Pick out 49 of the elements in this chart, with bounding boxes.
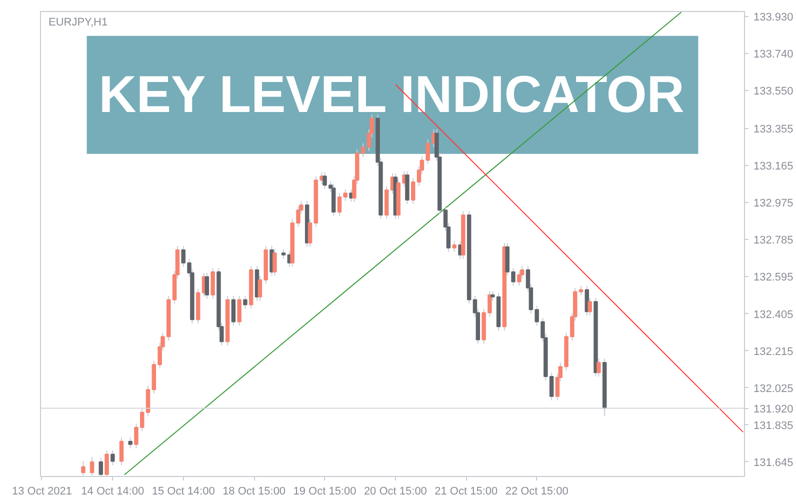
candlestick [517,270,522,286]
candlestick [90,456,94,476]
y-tick-label: 132.595 [754,272,794,284]
x-tick-label: 22 Oct 15:00 [505,486,568,498]
candlestick [231,295,236,326]
y-tick-label: 133.355 [754,124,794,136]
candlestick [596,358,601,378]
x-tick-label: 20 Oct 15:00 [364,486,427,498]
y-tick-label: 132.975 [754,198,794,210]
candlestick [452,240,456,252]
y-tick-label: 132.025 [754,382,794,395]
candlestick [243,295,248,310]
x-tick-label: 18 Oct 15:00 [222,486,286,498]
x-tick-label: 19 Oct 15:00 [293,486,356,498]
x-tick-label: 21 Oct 15:00 [434,486,498,498]
candlestick [331,184,336,216]
candlestick [511,267,516,286]
candlestick [181,245,186,268]
candlestick [110,450,115,466]
y-tick-label: 132.785 [754,234,794,247]
y-tick-label: 133.930 [754,12,794,24]
candlestick [98,457,104,476]
candlestick [588,297,592,316]
y-tick-label: 131.835 [754,420,794,432]
y-tick-label: 133.550 [754,86,794,98]
y-tick-label: 133.165 [754,160,794,173]
candlestick [272,248,277,276]
candlestick [411,178,416,204]
candlestick [81,460,86,476]
candlestick [128,437,132,449]
candlestick [104,450,109,476]
x-tick-label: 13 Oct 2021 [12,486,72,498]
x-tick-label: 15 Oct 14:00 [152,486,215,498]
candlestick [337,192,342,216]
ref-line-label: 131.920 [754,403,794,416]
candlestick [343,188,348,202]
annotation: EURJPY,H1 [48,16,108,28]
x-tick-label: 14 Oct 14:00 [81,486,144,498]
y-tick-label: 132.405 [754,308,794,321]
y-tick-label: 132.215 [754,346,794,358]
candlestick [308,218,312,248]
candlestick [210,267,215,300]
candlestick [281,248,286,260]
candlestick [237,295,242,326]
candlestick [134,422,138,449]
candlestick [204,272,210,300]
candlestick [119,437,124,466]
y-tick-label: 131.645 [754,456,794,469]
y-tick-label: 133.740 [754,48,794,61]
